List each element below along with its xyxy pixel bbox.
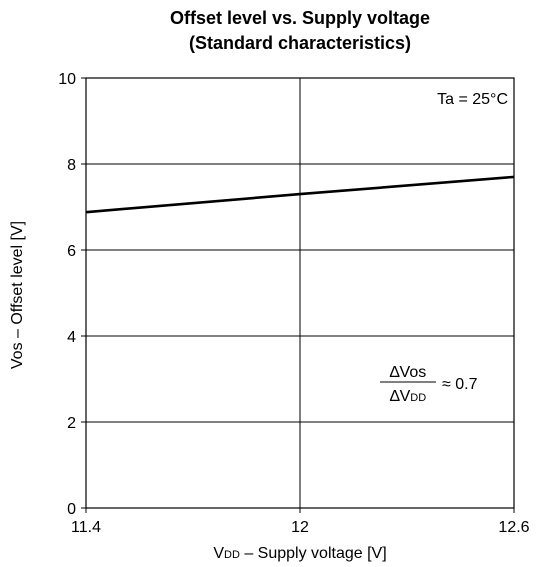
condition-label: Ta = 25°C	[437, 91, 508, 108]
series-line-0	[85, 175, 515, 214]
y-tick-label-10: 10	[58, 71, 76, 88]
y-tick-label-6: 6	[67, 243, 76, 260]
ratio-denominator-main: ∆V	[390, 388, 411, 405]
y-tick-label-4: 4	[67, 329, 76, 346]
axis-ticks: 0 2 4 6 8 10 11.4 12 12.6	[58, 71, 529, 536]
y-axis-label: Vos – Offset level [V]	[9, 221, 26, 369]
x-axis-label: VDD – Supply voltage [V]	[213, 545, 386, 562]
chart-title-line-2: (Standard characteristics)	[189, 33, 411, 53]
chart-title-line-1: Offset level vs. Supply voltage	[170, 8, 430, 28]
ratio-denominator-sub: DD	[410, 392, 426, 404]
y-tick-label-8: 8	[67, 157, 76, 174]
series-group	[85, 175, 515, 214]
x-tick-label-11.4: 11.4	[71, 519, 101, 536]
grid	[86, 78, 514, 508]
y-tick-label-0: 0	[67, 501, 76, 518]
x-tick-label-12: 12	[291, 519, 309, 536]
x-tick-label-12.6: 12.6	[498, 519, 529, 536]
ratio-value: ≈ 0.7	[442, 376, 478, 393]
ratio-denominator: ∆VDD	[390, 388, 426, 405]
ratio-numerator: ∆Vos	[390, 364, 426, 381]
x-axis-label-rest: – Supply voltage [V]	[240, 545, 387, 562]
x-axis-label-main: V	[213, 545, 224, 562]
ratio-annotation: ∆Vos ∆VDD ≈ 0.7	[380, 364, 478, 405]
x-axis-label-sub: DD	[224, 549, 240, 561]
y-tick-label-2: 2	[67, 415, 76, 432]
